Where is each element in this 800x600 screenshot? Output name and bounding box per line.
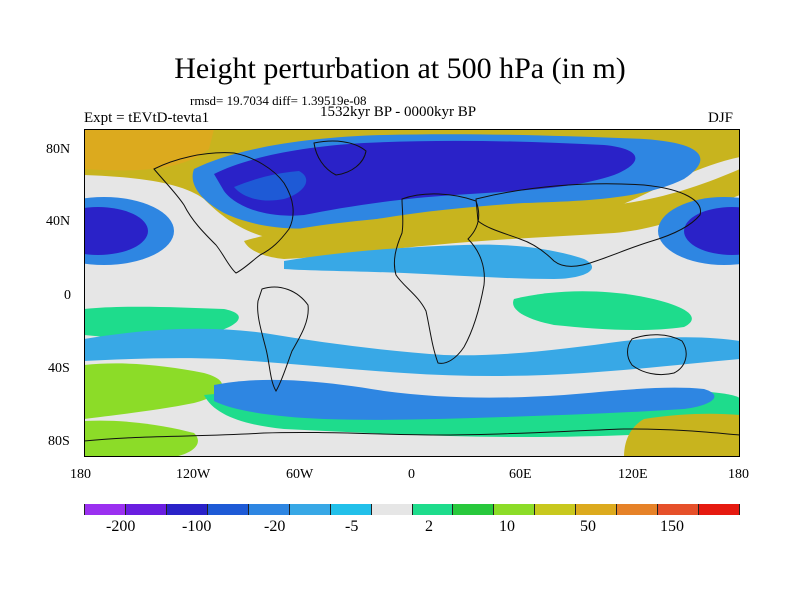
colorbar-swatch [453, 504, 495, 515]
season-label: DJF [708, 110, 734, 126]
colorbar-swatch [699, 504, 740, 515]
x-label-180w: 180 [70, 467, 91, 482]
contour-tropic-green-indian [513, 291, 692, 331]
contour-south-green [84, 363, 223, 419]
y-label-80s: 80S [48, 434, 70, 449]
x-label-0: 0 [408, 467, 415, 482]
colorbar-swatch [494, 504, 536, 515]
contour-north-indigo [234, 171, 307, 201]
coastlines [84, 140, 740, 442]
contour-south-blue [214, 379, 715, 420]
colorbar-swatch [125, 504, 167, 515]
contour-midlat-warm [244, 169, 740, 259]
colorbar-swatch [658, 504, 700, 515]
x-label-120w: 120W [176, 467, 211, 482]
contour-pacific-west-dark [84, 207, 148, 255]
x-label-60w: 60W [286, 467, 314, 482]
colorbar-label: -100 [182, 518, 212, 535]
experiment-label: Expt = tEVtD-tevta1 [84, 110, 210, 126]
y-label-40s: 40S [48, 361, 70, 376]
y-label-0: 0 [64, 288, 71, 303]
period-text: 1532kyr BP - 0000kyr BP [320, 104, 477, 120]
colorbar-label: 50 [580, 518, 596, 535]
colorbar-label: 10 [499, 518, 515, 535]
x-label-180e: 180 [728, 467, 749, 482]
colorbar-swatch [289, 504, 331, 515]
colorbar-label: -5 [345, 518, 359, 535]
colorbar-label: 2 [425, 518, 433, 535]
y-label-80n: 80N [46, 142, 71, 157]
contour-arctic-orange [84, 129, 214, 171]
contour-south-green-edge [84, 420, 198, 457]
contour-pacific-east-dark [684, 207, 740, 255]
europe-africa-outline [393, 193, 485, 364]
colorbar-swatch [166, 504, 208, 515]
colorbar-swatch [371, 504, 413, 515]
colorbar-swatch [617, 504, 659, 515]
contour-south-warm [624, 413, 740, 457]
y-label-40n: 40N [46, 214, 71, 229]
colorbar-label: -200 [106, 518, 136, 535]
stats-text: rmsd= 19.7034 diff= 1.39519e-08 [190, 93, 367, 108]
asia-outline [475, 183, 701, 267]
colorbar-swatch [576, 504, 618, 515]
colorbar-swatch [412, 504, 454, 515]
colorbar [84, 504, 740, 515]
x-label-120e: 120E [618, 467, 648, 482]
map-frame [84, 129, 740, 457]
chart-title: Height perturbation at 500 hPa (in m) [174, 52, 626, 85]
colorbar-swatch [248, 504, 290, 515]
x-label-60e: 60E [509, 467, 532, 482]
greenland-outline [313, 140, 367, 176]
contour-subtropic-lightblue [284, 244, 593, 279]
north-america-outline [153, 152, 294, 274]
australia-outline [627, 334, 687, 376]
colorbar-label: -20 [264, 518, 286, 535]
colorbar-swatch [535, 504, 577, 515]
contour-south-lightblue [84, 328, 740, 376]
colorbar-swatch [84, 504, 126, 515]
south-america-outline [257, 286, 309, 392]
colorbar-label: 150 [660, 518, 684, 535]
map-plot [84, 129, 740, 457]
antarctica-outline [84, 428, 740, 442]
colorbar-swatch [330, 504, 372, 515]
colorbar-swatch [207, 504, 249, 515]
